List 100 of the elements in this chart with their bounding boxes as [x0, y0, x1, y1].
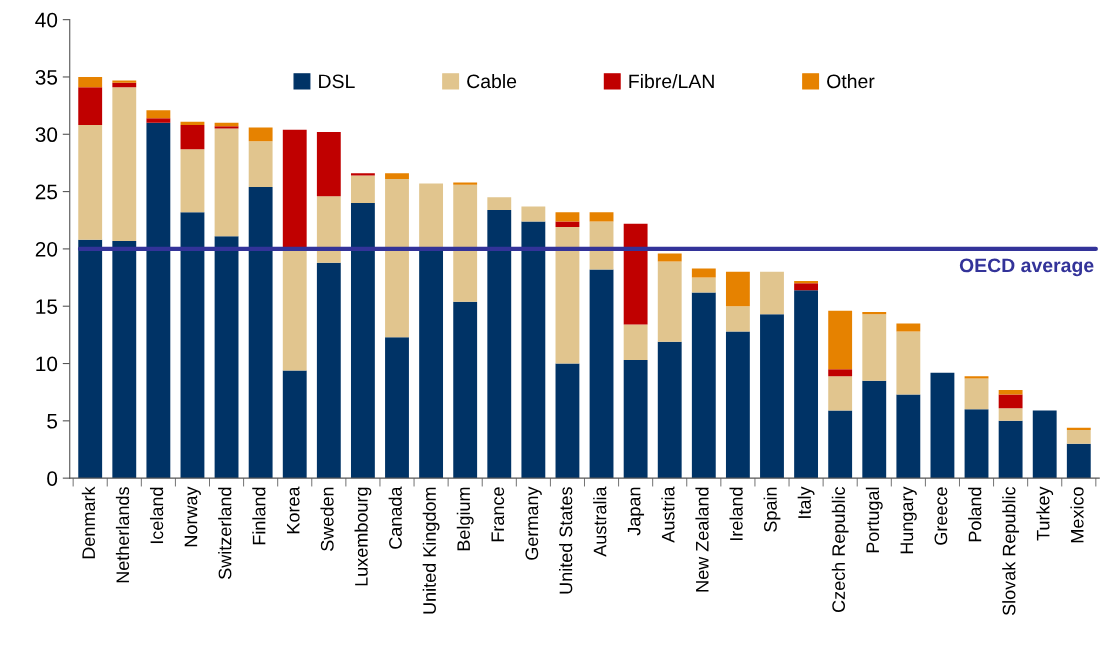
bar [930, 372, 955, 479]
bar [998, 408, 1023, 421]
bar [214, 126, 239, 129]
bar [623, 324, 648, 361]
bar [350, 175, 375, 204]
bar [794, 283, 819, 291]
x-tick-label: Austria [661, 486, 675, 543]
legend-label: Fibre/LAN [629, 73, 714, 89]
bar [896, 331, 921, 395]
bar [1066, 443, 1091, 479]
bar [555, 227, 580, 364]
bar [78, 76, 103, 88]
bar [725, 331, 750, 479]
legend-label: DSL [319, 74, 355, 89]
bar [555, 363, 580, 479]
bar [623, 360, 648, 479]
bar [623, 223, 648, 325]
bar [385, 178, 409, 338]
bar [555, 212, 580, 222]
bar [78, 125, 103, 240]
bar [180, 149, 205, 213]
bar [828, 376, 853, 411]
y-tick-label: 25 [35, 184, 58, 200]
x-tick-label: Iceland [149, 487, 164, 544]
bar [862, 380, 887, 479]
bar [453, 184, 478, 302]
bar [350, 203, 375, 479]
x-tick-label: Turkey [1036, 486, 1054, 541]
x-tick-label: France [491, 487, 505, 542]
x-tick-label: Germany [525, 486, 542, 560]
x-tick-label: Portugal [865, 487, 883, 553]
bar [453, 182, 478, 185]
bar [112, 240, 137, 479]
bar [657, 341, 682, 479]
x-tick-label: Luxembourg [354, 487, 372, 586]
ref-line-label: OECD average [959, 258, 1094, 277]
bar [78, 87, 103, 126]
bar [555, 221, 580, 228]
bar [964, 378, 989, 410]
bar [1066, 430, 1091, 444]
x-tick-label: Czech Republic [831, 486, 849, 613]
x-tick-label: Italy [797, 486, 815, 518]
bar [350, 173, 375, 176]
x-tick-label: Hungary [900, 486, 917, 554]
bar [419, 250, 444, 479]
bar [794, 290, 819, 479]
x-tick-label: Australia [593, 486, 607, 557]
bar [691, 277, 716, 293]
x-tick-label: Canada [388, 486, 402, 549]
bar [180, 212, 205, 479]
bar [862, 314, 887, 381]
bar [248, 141, 273, 187]
bar [896, 323, 921, 332]
bar [828, 410, 853, 479]
x-tick-label: Sweden [320, 487, 334, 551]
bar [112, 87, 137, 241]
bar [964, 409, 989, 479]
bar [760, 271, 784, 315]
y-tick-label: 10 [36, 356, 58, 372]
bar [78, 239, 103, 479]
x-tick-label: United Kingdom [422, 487, 440, 614]
bar [487, 209, 512, 479]
x-tick-label: Belgium [456, 487, 474, 551]
x-tick-label: Korea [286, 486, 300, 534]
x-tick-label: Norway [184, 486, 201, 547]
bar [112, 80, 137, 83]
bar [248, 127, 273, 142]
bar [146, 110, 171, 119]
bar [214, 236, 239, 479]
bar [657, 261, 682, 342]
y-tick-label: 40 [35, 12, 58, 28]
bar [998, 420, 1023, 479]
bar [487, 197, 512, 210]
x-tick-label: Netherlands [115, 487, 130, 583]
x-tick-label: Switzerland [218, 487, 232, 579]
bar [725, 306, 750, 332]
x-tick-label: New Zealand [695, 487, 709, 592]
legend-label: Cable [467, 73, 517, 89]
x-tick-label: United States [559, 487, 573, 594]
bar [896, 394, 921, 479]
bar [691, 268, 716, 278]
bar [385, 173, 409, 179]
bar [146, 118, 171, 123]
bar [589, 212, 614, 222]
bar [214, 128, 239, 237]
bar [385, 337, 409, 479]
bar [828, 310, 853, 370]
bar [521, 221, 546, 479]
bar [725, 271, 750, 307]
x-tick-label: Denmark [81, 486, 96, 559]
bar [760, 314, 784, 479]
x-tick-label: Poland [968, 487, 982, 542]
bar [521, 206, 546, 222]
bar [248, 187, 273, 479]
bar [180, 125, 205, 150]
y-tick-label: 5 [47, 414, 58, 429]
x-tick-label: Slovak Republic [1002, 486, 1020, 616]
bar [453, 301, 478, 479]
x-tick-label: Greece [934, 487, 948, 545]
x-tick-label: Spain [763, 487, 781, 532]
